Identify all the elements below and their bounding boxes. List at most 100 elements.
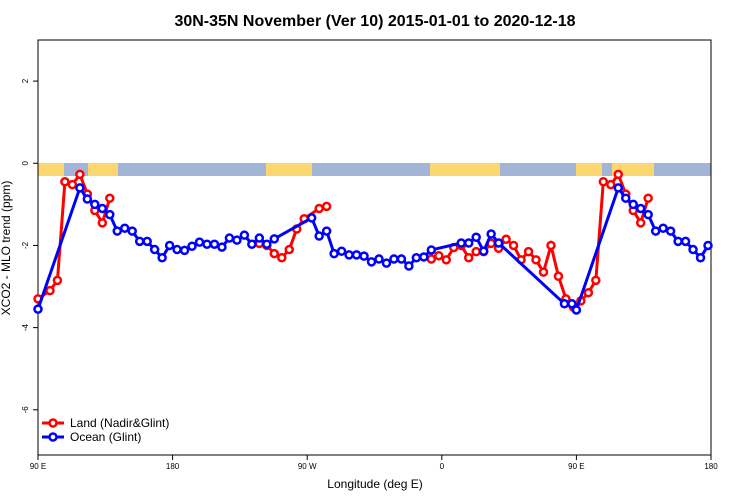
data-point (314, 203, 324, 214)
data-point (419, 252, 429, 262)
data-point (306, 213, 317, 223)
data-point (703, 240, 713, 251)
data-point (127, 226, 137, 236)
data-point (621, 193, 631, 203)
legend-label: Land (Nadir&Glint) (70, 416, 169, 430)
data-point (149, 244, 160, 255)
data-point (523, 246, 534, 257)
x-tick-label: 90 E (568, 462, 584, 471)
data-point (567, 299, 577, 309)
data-point (75, 169, 85, 180)
data-point (269, 248, 280, 259)
data-point (224, 233, 235, 243)
data-point (254, 233, 265, 243)
data-point (650, 226, 661, 236)
data-point (134, 236, 145, 247)
data-point (434, 250, 444, 261)
data-point (411, 253, 422, 263)
data-point (33, 304, 43, 314)
data-point (471, 232, 481, 242)
y-tick-label: -4 (21, 324, 30, 332)
data-point (45, 285, 55, 296)
data-point (583, 287, 594, 298)
land-band (576, 163, 602, 176)
data-point (559, 299, 570, 309)
data-point (598, 177, 609, 187)
data-point (105, 193, 115, 203)
data-point (187, 241, 197, 252)
data-point (471, 246, 481, 257)
x-tick-label: 90 E (30, 462, 46, 471)
data-point (531, 255, 541, 265)
data-point (463, 238, 474, 248)
land-band (88, 163, 118, 176)
data-point (613, 169, 624, 180)
series-line (37, 171, 112, 301)
data-point (359, 251, 369, 261)
legend-label: Ocean (Glint) (70, 430, 141, 444)
data-point (643, 193, 653, 203)
data-point (179, 245, 190, 256)
y-axis-label: XCO2 - MLO trend (ppm) (0, 181, 13, 316)
legend-marker (48, 432, 58, 442)
data-point (67, 179, 78, 190)
data-point (441, 255, 452, 265)
legend-marker (48, 418, 58, 428)
data-point (321, 226, 332, 236)
data-point (426, 245, 437, 255)
data-point (277, 253, 287, 263)
data-point (366, 257, 377, 267)
land-mask (38, 163, 711, 176)
data-point (486, 229, 496, 239)
data-point (157, 253, 167, 263)
ocean-band (38, 163, 711, 176)
data-point (478, 246, 489, 256)
data-point (374, 254, 384, 264)
data-point (142, 236, 152, 247)
data-point (635, 218, 646, 228)
data-point (546, 240, 556, 251)
data-point (456, 238, 466, 248)
data-point (239, 230, 250, 240)
chart-title: 30N-35N November (Ver 10) 2015-01-01 to … (174, 13, 575, 30)
data-point (381, 258, 392, 268)
data-point (680, 236, 691, 247)
data-point (344, 250, 354, 260)
data-point (164, 240, 175, 251)
data-point (209, 239, 220, 249)
data-point (105, 209, 115, 220)
y-tick-label: -6 (21, 406, 30, 414)
data-point (658, 223, 668, 233)
x-tick-label: 90 W (298, 462, 317, 471)
y-tick-label: -2 (21, 241, 30, 249)
data-point (82, 194, 93, 204)
data-point (194, 237, 205, 247)
data-point (606, 179, 616, 190)
data-point (284, 244, 295, 255)
data-point (508, 240, 519, 251)
land-band (266, 163, 312, 176)
data-point (202, 239, 212, 249)
data-point (336, 246, 347, 256)
x-tick-label: 0 (440, 462, 445, 471)
data-point (396, 254, 407, 264)
data-point (52, 275, 63, 286)
data-point (90, 199, 100, 210)
land-band (430, 163, 500, 176)
data-point (314, 231, 324, 241)
data-point (321, 201, 332, 212)
data-point (269, 234, 280, 244)
data-point (119, 223, 130, 233)
data-point (172, 244, 182, 255)
data-point (232, 235, 242, 245)
data-point (404, 261, 414, 271)
data-point (426, 254, 437, 264)
data-point (688, 244, 698, 255)
data-point (571, 305, 582, 315)
data-point (493, 238, 504, 248)
data-point (389, 254, 399, 264)
data-point (538, 267, 549, 277)
data-point (262, 239, 272, 249)
data-point (97, 203, 108, 214)
